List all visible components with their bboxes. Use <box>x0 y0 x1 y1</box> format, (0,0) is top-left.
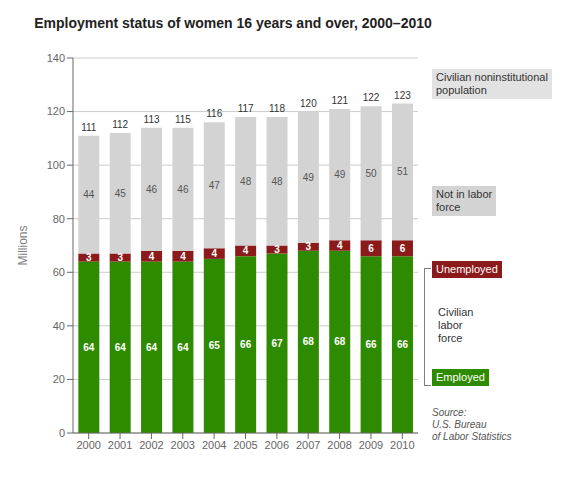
html-text:Employed: Employed <box>436 371 485 384</box>
svg-text:67: 67 <box>271 338 283 349</box>
svg-text:100: 100 <box>47 159 65 171</box>
html-text:Unemployed: Unemployed <box>436 262 498 275</box>
svg-text:2004: 2004 <box>202 439 226 451</box>
svg-text:48: 48 <box>240 176 252 187</box>
svg-text:140: 140 <box>47 52 65 64</box>
svg-text:49: 49 <box>303 172 315 183</box>
svg-text:2008: 2008 <box>327 439 351 451</box>
html-text:Not in labor force: Not in labor force <box>436 187 493 213</box>
svg-text:40: 40 <box>53 320 65 332</box>
svg-text:2009: 2009 <box>359 439 383 451</box>
svg-text:2005: 2005 <box>233 439 257 451</box>
svg-text:4: 4 <box>149 251 155 262</box>
svg-text:50: 50 <box>366 168 378 179</box>
svg-text:64: 64 <box>83 342 95 353</box>
html-text:Employment status of women 16: Employment status of women 16 years and … <box>34 15 432 31</box>
svg-text:3: 3 <box>86 252 92 263</box>
html-text:Civilian labor force: Civilian labor force <box>438 306 474 345</box>
svg-text:115: 115 <box>175 114 191 125</box>
svg-text:2001: 2001 <box>108 439 132 451</box>
svg-text:2002: 2002 <box>139 439 163 451</box>
svg-text:2000: 2000 <box>76 439 100 451</box>
svg-text:64: 64 <box>115 342 127 353</box>
svg-text:121: 121 <box>331 95 348 106</box>
svg-text:111: 111 <box>81 122 97 133</box>
svg-text:117: 117 <box>238 103 254 114</box>
svg-text:3: 3 <box>117 252 123 263</box>
svg-text:0: 0 <box>59 427 65 439</box>
svg-text:6: 6 <box>368 243 374 254</box>
svg-text:80: 80 <box>53 213 65 225</box>
svg-text:112: 112 <box>112 119 128 130</box>
svg-text:66: 66 <box>366 339 378 350</box>
svg-text:4: 4 <box>180 251 186 262</box>
svg-text:46: 46 <box>146 184 158 195</box>
svg-text:2003: 2003 <box>171 439 195 451</box>
svg-text:46: 46 <box>177 184 189 195</box>
svg-text:65: 65 <box>209 340 221 351</box>
svg-text:4: 4 <box>243 245 249 256</box>
svg-text:3: 3 <box>306 241 312 252</box>
svg-text:64: 64 <box>177 342 189 353</box>
svg-text:47: 47 <box>209 180 221 191</box>
svg-text:45: 45 <box>115 188 127 199</box>
svg-text:68: 68 <box>303 336 315 347</box>
svg-text:122: 122 <box>363 92 380 103</box>
svg-text:4: 4 <box>337 240 343 251</box>
svg-text:48: 48 <box>271 176 283 187</box>
svg-text:68: 68 <box>334 336 346 347</box>
svg-text:64: 64 <box>146 342 158 353</box>
svg-text:6: 6 <box>400 243 406 254</box>
svg-text:118: 118 <box>269 103 285 114</box>
svg-text:116: 116 <box>206 108 222 119</box>
svg-text:2006: 2006 <box>265 439 289 451</box>
svg-text:51: 51 <box>397 166 409 177</box>
html-text:Source: U.S. Bureau of Labor S: Source: U.S. Bureau of Labor Statistics <box>432 406 512 442</box>
svg-text:113: 113 <box>144 114 160 125</box>
svg-text:66: 66 <box>397 339 409 350</box>
html-text:Civilian noninstitutional popu: Civilian noninstitutional population <box>436 71 548 97</box>
svg-text:123: 123 <box>394 90 411 101</box>
svg-text:Millions: Millions <box>16 225 30 265</box>
svg-text:2010: 2010 <box>390 439 414 451</box>
svg-text:20: 20 <box>53 373 65 385</box>
svg-text:4: 4 <box>212 248 218 259</box>
svg-text:120: 120 <box>300 98 317 109</box>
svg-text:66: 66 <box>240 339 252 350</box>
svg-text:44: 44 <box>83 189 95 200</box>
svg-text:49: 49 <box>334 169 346 180</box>
svg-text:2007: 2007 <box>296 439 320 451</box>
svg-text:60: 60 <box>53 266 65 278</box>
svg-text:120: 120 <box>47 105 65 117</box>
svg-text:3: 3 <box>274 244 280 255</box>
